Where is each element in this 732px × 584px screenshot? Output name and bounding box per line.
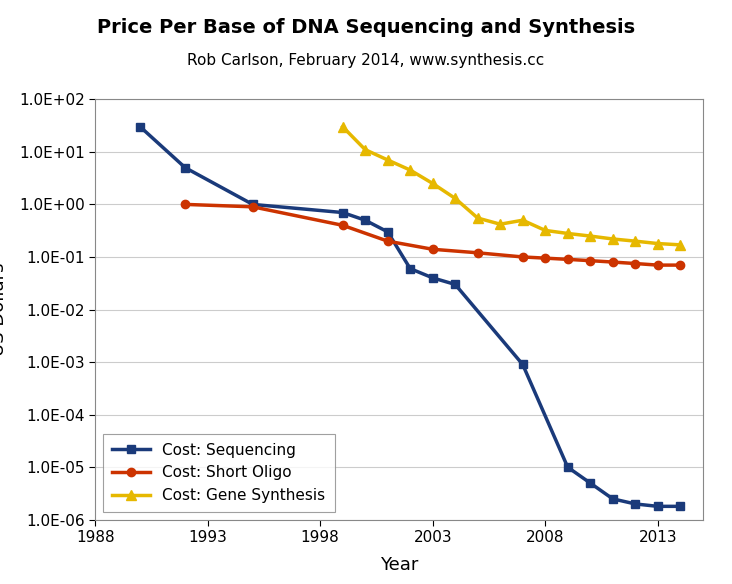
Cost: Gene Synthesis: (2.01e+03, 0.17): Gene Synthesis: (2.01e+03, 0.17): [676, 241, 684, 248]
Cost: Short Oligo: (2e+03, 0.4): Short Oligo: (2e+03, 0.4): [338, 222, 347, 229]
Cost: Short Oligo: (2e+03, 0.2): Short Oligo: (2e+03, 0.2): [384, 238, 392, 245]
Cost: Sequencing: (2.01e+03, 0.0009): Sequencing: (2.01e+03, 0.0009): [518, 361, 527, 368]
Cost: Gene Synthesis: (2.01e+03, 0.25): Gene Synthesis: (2.01e+03, 0.25): [586, 232, 594, 239]
Cost: Gene Synthesis: (2e+03, 11): Gene Synthesis: (2e+03, 11): [361, 146, 370, 153]
Cost: Gene Synthesis: (2e+03, 1.3): Gene Synthesis: (2e+03, 1.3): [451, 195, 460, 202]
Cost: Short Oligo: (2.01e+03, 0.08): Short Oligo: (2.01e+03, 0.08): [608, 259, 617, 266]
Cost: Sequencing: (2e+03, 0.5): Sequencing: (2e+03, 0.5): [361, 217, 370, 224]
Cost: Sequencing: (1.99e+03, 30): Sequencing: (1.99e+03, 30): [135, 123, 144, 130]
Cost: Gene Synthesis: (2e+03, 4.5): Gene Synthesis: (2e+03, 4.5): [406, 166, 414, 173]
Cost: Sequencing: (1.99e+03, 5): Sequencing: (1.99e+03, 5): [181, 164, 190, 171]
Cost: Gene Synthesis: (2.01e+03, 0.2): Gene Synthesis: (2.01e+03, 0.2): [631, 238, 640, 245]
Cost: Gene Synthesis: (2e+03, 0.55): Gene Synthesis: (2e+03, 0.55): [474, 214, 482, 221]
Line: Cost: Gene Synthesis: Cost: Gene Synthesis: [338, 122, 685, 250]
Cost: Sequencing: (2.01e+03, 1.8e-06): Sequencing: (2.01e+03, 1.8e-06): [654, 503, 662, 510]
Text: Rob Carlson, February 2014, www.synthesis.cc: Rob Carlson, February 2014, www.synthesi…: [187, 53, 545, 68]
Cost: Sequencing: (2.01e+03, 5e-06): Sequencing: (2.01e+03, 5e-06): [586, 479, 594, 486]
Cost: Sequencing: (2.01e+03, 2.5e-06): Sequencing: (2.01e+03, 2.5e-06): [608, 495, 617, 502]
Cost: Gene Synthesis: (2.01e+03, 0.28): Gene Synthesis: (2.01e+03, 0.28): [564, 230, 572, 237]
Cost: Short Oligo: (2.01e+03, 0.07): Short Oligo: (2.01e+03, 0.07): [654, 262, 662, 269]
Y-axis label: US Dollars: US Dollars: [0, 263, 8, 356]
Cost: Short Oligo: (2e+03, 0.9): Short Oligo: (2e+03, 0.9): [248, 203, 257, 210]
Cost: Short Oligo: (2e+03, 0.12): Short Oligo: (2e+03, 0.12): [474, 249, 482, 256]
Legend: Cost: Sequencing, Cost: Short Oligo, Cost: Gene Synthesis: Cost: Sequencing, Cost: Short Oligo, Cos…: [102, 433, 335, 512]
Cost: Sequencing: (2e+03, 0.3): Sequencing: (2e+03, 0.3): [384, 228, 392, 235]
Cost: Gene Synthesis: (2.01e+03, 0.5): Gene Synthesis: (2.01e+03, 0.5): [518, 217, 527, 224]
Text: Price Per Base of DNA Sequencing and Synthesis: Price Per Base of DNA Sequencing and Syn…: [97, 18, 635, 37]
Cost: Sequencing: (2.01e+03, 2e-06): Sequencing: (2.01e+03, 2e-06): [631, 500, 640, 507]
Cost: Gene Synthesis: (2.01e+03, 0.22): Gene Synthesis: (2.01e+03, 0.22): [608, 235, 617, 242]
Cost: Sequencing: (2e+03, 0.06): Sequencing: (2e+03, 0.06): [406, 265, 414, 272]
Cost: Short Oligo: (2.01e+03, 0.07): Short Oligo: (2.01e+03, 0.07): [676, 262, 684, 269]
Cost: Gene Synthesis: (2.01e+03, 0.32): Gene Synthesis: (2.01e+03, 0.32): [541, 227, 550, 234]
Cost: Short Oligo: (1.99e+03, 1): Short Oligo: (1.99e+03, 1): [181, 201, 190, 208]
Line: Cost: Short Oligo: Cost: Short Oligo: [181, 200, 684, 269]
Cost: Short Oligo: (2.01e+03, 0.1): Short Oligo: (2.01e+03, 0.1): [518, 253, 527, 260]
Cost: Sequencing: (2e+03, 0.7): Sequencing: (2e+03, 0.7): [338, 209, 347, 216]
Cost: Short Oligo: (2.01e+03, 0.095): Short Oligo: (2.01e+03, 0.095): [541, 255, 550, 262]
Cost: Gene Synthesis: (2.01e+03, 0.18): Gene Synthesis: (2.01e+03, 0.18): [654, 240, 662, 247]
Cost: Sequencing: (2e+03, 0.03): Sequencing: (2e+03, 0.03): [451, 281, 460, 288]
Cost: Gene Synthesis: (2.01e+03, 0.42): Gene Synthesis: (2.01e+03, 0.42): [496, 221, 504, 228]
Cost: Sequencing: (2e+03, 1): Sequencing: (2e+03, 1): [248, 201, 257, 208]
Cost: Short Oligo: (2.01e+03, 0.09): Short Oligo: (2.01e+03, 0.09): [564, 256, 572, 263]
Cost: Sequencing: (2.01e+03, 1.8e-06): Sequencing: (2.01e+03, 1.8e-06): [676, 503, 684, 510]
Line: Cost: Sequencing: Cost: Sequencing: [136, 123, 684, 510]
Cost: Short Oligo: (2.01e+03, 0.085): Short Oligo: (2.01e+03, 0.085): [586, 257, 594, 264]
Cost: Short Oligo: (2e+03, 0.14): Short Oligo: (2e+03, 0.14): [428, 246, 437, 253]
X-axis label: Year: Year: [380, 557, 418, 574]
Cost: Gene Synthesis: (2e+03, 30): Gene Synthesis: (2e+03, 30): [338, 123, 347, 130]
Cost: Gene Synthesis: (2e+03, 2.5): Gene Synthesis: (2e+03, 2.5): [428, 180, 437, 187]
Cost: Sequencing: (2e+03, 0.04): Sequencing: (2e+03, 0.04): [428, 274, 437, 281]
Cost: Sequencing: (2.01e+03, 1e-05): Sequencing: (2.01e+03, 1e-05): [564, 464, 572, 471]
Cost: Short Oligo: (2.01e+03, 0.075): Short Oligo: (2.01e+03, 0.075): [631, 260, 640, 267]
Cost: Gene Synthesis: (2e+03, 7): Gene Synthesis: (2e+03, 7): [384, 157, 392, 164]
